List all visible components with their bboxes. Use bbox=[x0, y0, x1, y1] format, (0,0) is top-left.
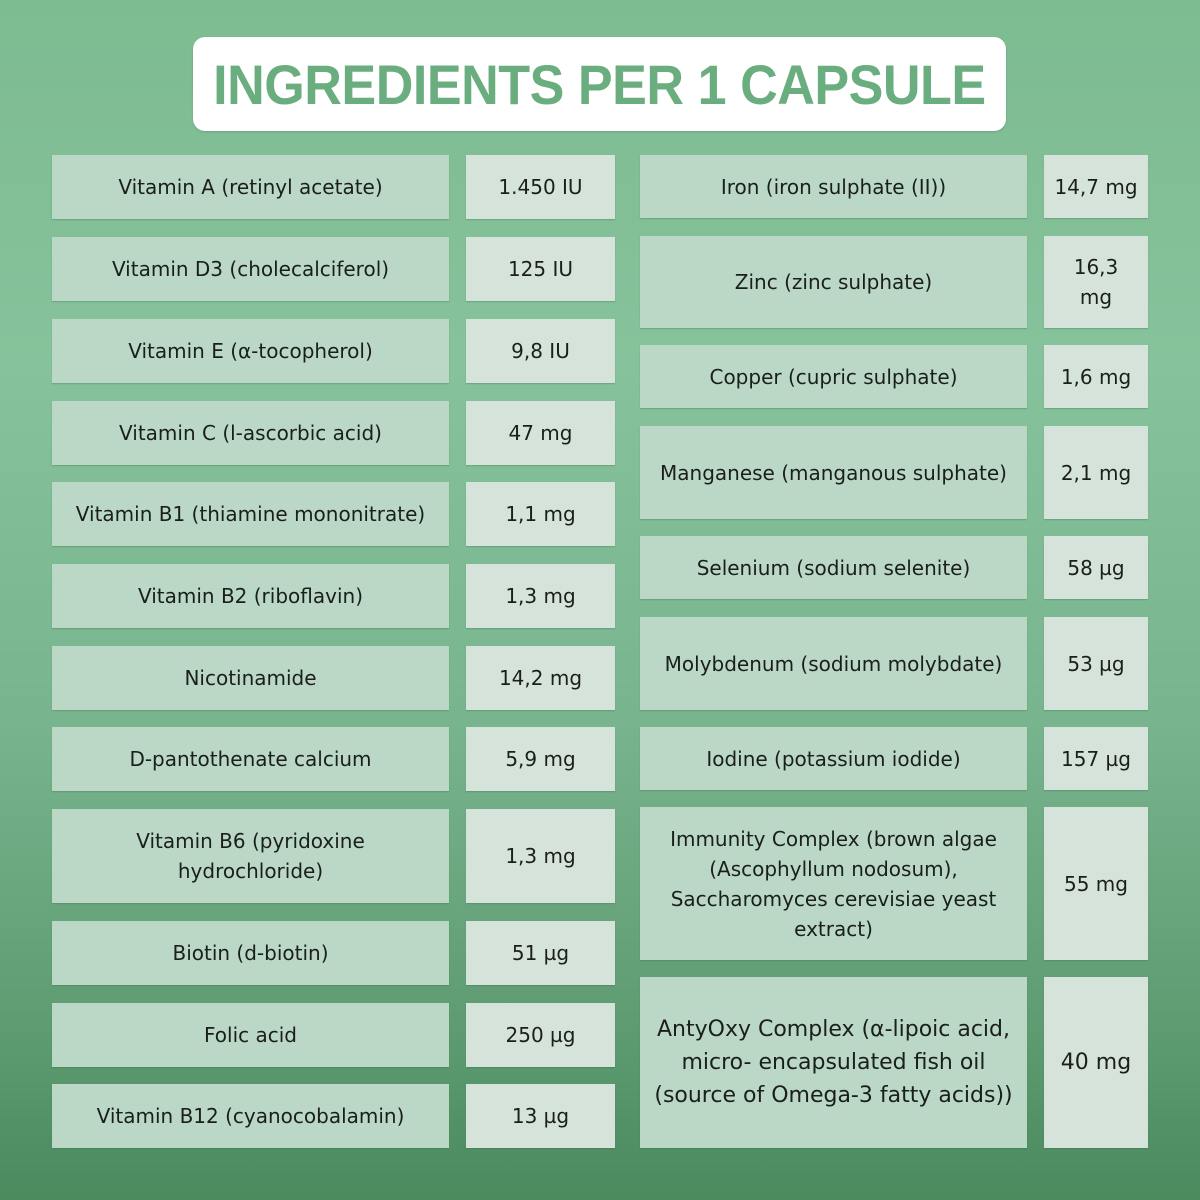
ingredient-name: Immunity Complex (brown algae (Ascophyll… bbox=[640, 807, 1027, 960]
ingredient-name: Biotin (d-biotin) bbox=[52, 921, 449, 985]
ingredient-name: Vitamin B12 (cyanocobalamin) bbox=[52, 1084, 449, 1148]
ingredient-amount: 1,6 mg bbox=[1044, 345, 1148, 408]
ingredient-amount: 5,9 mg bbox=[466, 727, 615, 791]
ingredient-amount: 40 mg bbox=[1044, 977, 1148, 1148]
title-banner: INGREDIENTS PER 1 CAPSULE bbox=[193, 37, 1006, 131]
ingredient-name: Folic acid bbox=[52, 1003, 449, 1067]
ingredient-amount: 125 IU bbox=[466, 237, 615, 301]
ingredient-name: Zinc (zinc sulphate) bbox=[640, 236, 1027, 328]
ingredient-amount: 9,8 IU bbox=[466, 319, 615, 383]
ingredient-amount: 55 mg bbox=[1044, 807, 1148, 960]
ingredient-name: AntyOxy Complex (α-lipoic acid, micro- e… bbox=[640, 977, 1027, 1148]
ingredient-amount: 53 µg bbox=[1044, 617, 1148, 710]
ingredient-name: Molybdenum (sodium molybdate) bbox=[640, 617, 1027, 710]
ingredient-name: Manganese (manganous sulphate) bbox=[640, 426, 1027, 519]
ingredient-name: D-pantothenate calcium bbox=[52, 727, 449, 791]
ingredient-amount: 157 µg bbox=[1044, 727, 1148, 790]
ingredient-name: Vitamin B1 (thiamine mononitrate) bbox=[52, 482, 449, 546]
ingredient-name: Iodine (potassium iodide) bbox=[640, 727, 1027, 790]
ingredient-amount: 58 µg bbox=[1044, 536, 1148, 599]
ingredient-name: Selenium (sodium selenite) bbox=[640, 536, 1027, 599]
ingredient-amount: 47 mg bbox=[466, 401, 615, 465]
ingredient-name: Vitamin D3 (cholecalciferol) bbox=[52, 237, 449, 301]
ingredient-amount: 16,3 mg bbox=[1044, 236, 1148, 328]
ingredient-amount: 51 µg bbox=[466, 921, 615, 985]
ingredient-name: Vitamin A (retinyl acetate) bbox=[52, 155, 449, 219]
ingredient-name: Vitamin E (α-tocopherol) bbox=[52, 319, 449, 383]
ingredient-name: Vitamin B6 (pyridoxine hydrochloride) bbox=[52, 809, 449, 903]
ingredient-amount: 1.450 IU bbox=[466, 155, 615, 219]
ingredient-amount: 13 µg bbox=[466, 1084, 615, 1148]
ingredient-amount: 1,3 mg bbox=[466, 564, 615, 628]
ingredient-amount: 1,1 mg bbox=[466, 482, 615, 546]
ingredient-name: Nicotinamide bbox=[52, 646, 449, 710]
ingredient-amount: 1,3 mg bbox=[466, 809, 615, 903]
page-title: INGREDIENTS PER 1 CAPSULE bbox=[213, 52, 986, 116]
ingredient-amount: 2,1 mg bbox=[1044, 426, 1148, 519]
ingredient-amount: 250 µg bbox=[466, 1003, 615, 1067]
ingredient-name: Vitamin C (l-ascorbic acid) bbox=[52, 401, 449, 465]
ingredient-amount: 14,2 mg bbox=[466, 646, 615, 710]
ingredient-name: Copper (cupric sulphate) bbox=[640, 345, 1027, 408]
ingredient-amount: 14,7 mg bbox=[1044, 155, 1148, 218]
ingredient-name: Iron (iron sulphate (II)) bbox=[640, 155, 1027, 218]
ingredient-name: Vitamin B2 (riboflavin) bbox=[52, 564, 449, 628]
